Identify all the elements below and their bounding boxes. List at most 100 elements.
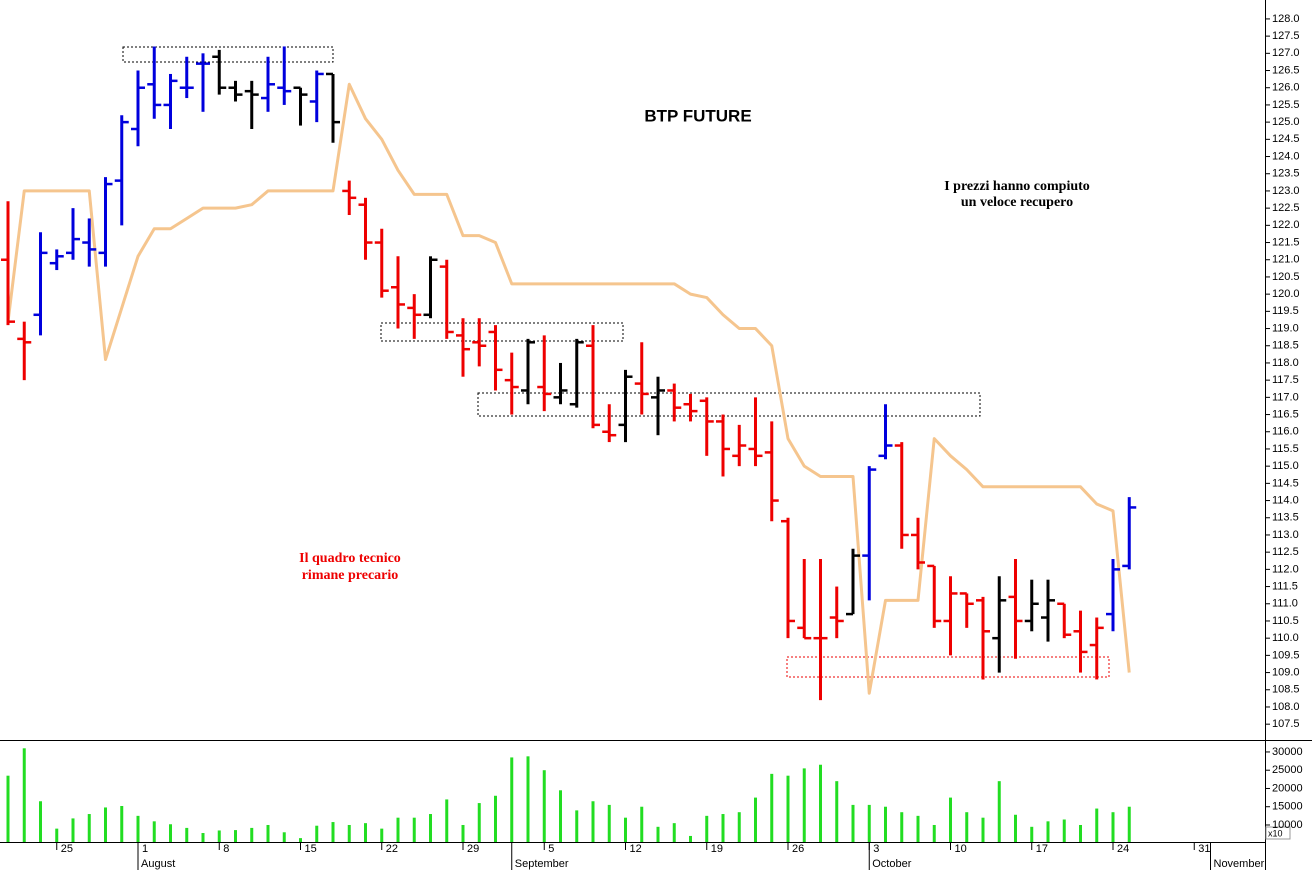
volume-bar xyxy=(299,838,302,842)
volume-bar xyxy=(867,804,871,842)
y-tick-label: 108.5 xyxy=(1272,684,1300,696)
volume-bar xyxy=(835,781,839,842)
volume-bar xyxy=(39,801,42,842)
y-tick-label: 116.5 xyxy=(1272,408,1299,420)
y-tick-label: 122.5 xyxy=(1272,202,1300,214)
month-label: October xyxy=(872,858,911,870)
volume-bar xyxy=(1111,812,1115,842)
y-tick-label: 123.5 xyxy=(1272,168,1300,180)
chart-title: BTP FUTURE xyxy=(644,106,751,125)
x-tick-label: 19 xyxy=(711,843,723,855)
volume-bar xyxy=(640,806,644,842)
month-label: September xyxy=(515,858,569,870)
volume-bar xyxy=(721,814,725,842)
y-tick-label: 107.5 xyxy=(1272,718,1300,730)
volume-bar xyxy=(1062,819,1066,842)
annotation: Il quadro tecnico xyxy=(299,551,401,566)
y-tick-label: 123.0 xyxy=(1272,185,1300,197)
y-tick-label: 110.5 xyxy=(1272,615,1299,627)
range-box xyxy=(380,322,624,342)
annotation: rimane precario xyxy=(302,568,399,583)
volume-bar xyxy=(705,815,709,842)
y-tick-label: 128.0 xyxy=(1272,13,1300,25)
volume-bar xyxy=(169,824,172,842)
volume-bar xyxy=(331,822,335,842)
y-tick-label: 113.0 xyxy=(1272,529,1299,541)
volume-bar xyxy=(819,764,822,842)
volume-bar xyxy=(380,828,384,842)
y-tick-label: 124.5 xyxy=(1272,133,1300,145)
x-tick-label: 29 xyxy=(467,843,479,855)
y-tick-label: 110.0 xyxy=(1272,632,1299,644)
x-tick-label: 15 xyxy=(305,843,317,855)
volume-bar xyxy=(87,814,91,842)
volume-bar xyxy=(282,832,286,842)
volume-bar xyxy=(315,825,319,842)
y-tick-label: 115.0 xyxy=(1272,460,1299,472)
y-tick-label: 108.0 xyxy=(1272,701,1300,713)
volume-bar xyxy=(591,801,595,842)
volume-bar xyxy=(754,797,757,842)
y-tick-label: 109.5 xyxy=(1272,649,1300,661)
volume-bar xyxy=(949,797,952,842)
y-tick-label: 119.0 xyxy=(1272,322,1299,334)
volume-bar xyxy=(786,775,790,842)
volume-bar xyxy=(1127,806,1131,842)
y-tick-label: 125.0 xyxy=(1272,116,1300,128)
y-tick-label: 118.0 xyxy=(1272,357,1299,369)
volume-bar xyxy=(477,803,481,842)
volume-bar xyxy=(981,817,985,842)
y-tick-label: 115.5 xyxy=(1272,443,1299,455)
range-box xyxy=(122,46,334,63)
y-tick-label: 124.0 xyxy=(1272,150,1300,162)
volume-bar xyxy=(624,817,627,842)
x-tick-label: 31 xyxy=(1198,843,1210,855)
y-tick-label: 121.0 xyxy=(1272,254,1300,266)
x-tick-label: 12 xyxy=(630,843,642,855)
x-tick-label: 10 xyxy=(955,843,967,855)
volume-bar xyxy=(185,827,189,842)
volume-bar xyxy=(607,804,611,842)
y-tick-label: 118.5 xyxy=(1272,340,1299,352)
volume-bar xyxy=(120,805,124,842)
y-tick-label: 30000 xyxy=(1272,746,1303,758)
volume-bar xyxy=(266,824,270,842)
volume-bar xyxy=(1079,824,1082,842)
y-tick-label: 117.0 xyxy=(1272,391,1299,403)
volume-bar xyxy=(689,835,692,842)
volume-bar xyxy=(916,815,920,842)
support-box xyxy=(786,656,1110,678)
x-tick-label: 17 xyxy=(1036,843,1048,855)
volume-bar xyxy=(542,770,546,842)
y-tick-label: 122.0 xyxy=(1272,219,1300,231)
units-box xyxy=(1265,826,1291,840)
volume-bar xyxy=(1046,821,1050,842)
volume-bar xyxy=(884,806,887,842)
y-tick-label: 111.5 xyxy=(1272,580,1298,592)
volume-bar xyxy=(997,781,1001,842)
y-tick-label: 127.0 xyxy=(1272,47,1300,59)
y-tick-label: 127.5 xyxy=(1272,30,1300,42)
x-tick-label: 24 xyxy=(1117,843,1129,855)
volume-bar xyxy=(559,790,562,842)
y-tick-label: 120.0 xyxy=(1272,288,1300,300)
y-tick-label: 126.5 xyxy=(1272,64,1300,76)
y-tick-label: 120.5 xyxy=(1272,271,1300,283)
volume-bar xyxy=(445,799,449,842)
volume-bar xyxy=(71,818,75,842)
y-tick-label: 116.0 xyxy=(1272,426,1299,438)
volume-bar xyxy=(510,757,514,842)
volume-bar xyxy=(201,833,205,842)
x-tick-label: 22 xyxy=(386,843,398,855)
volume-bar xyxy=(526,756,530,842)
y-tick-label: 112.0 xyxy=(1272,563,1299,575)
volume-bar xyxy=(412,817,416,842)
y-tick-label: 125.5 xyxy=(1272,99,1300,111)
volume-bar xyxy=(104,807,107,842)
x-tick-label: 3 xyxy=(873,843,879,855)
volume-bar xyxy=(55,828,59,842)
volume-bar xyxy=(347,824,351,842)
volume-bar xyxy=(737,812,741,842)
